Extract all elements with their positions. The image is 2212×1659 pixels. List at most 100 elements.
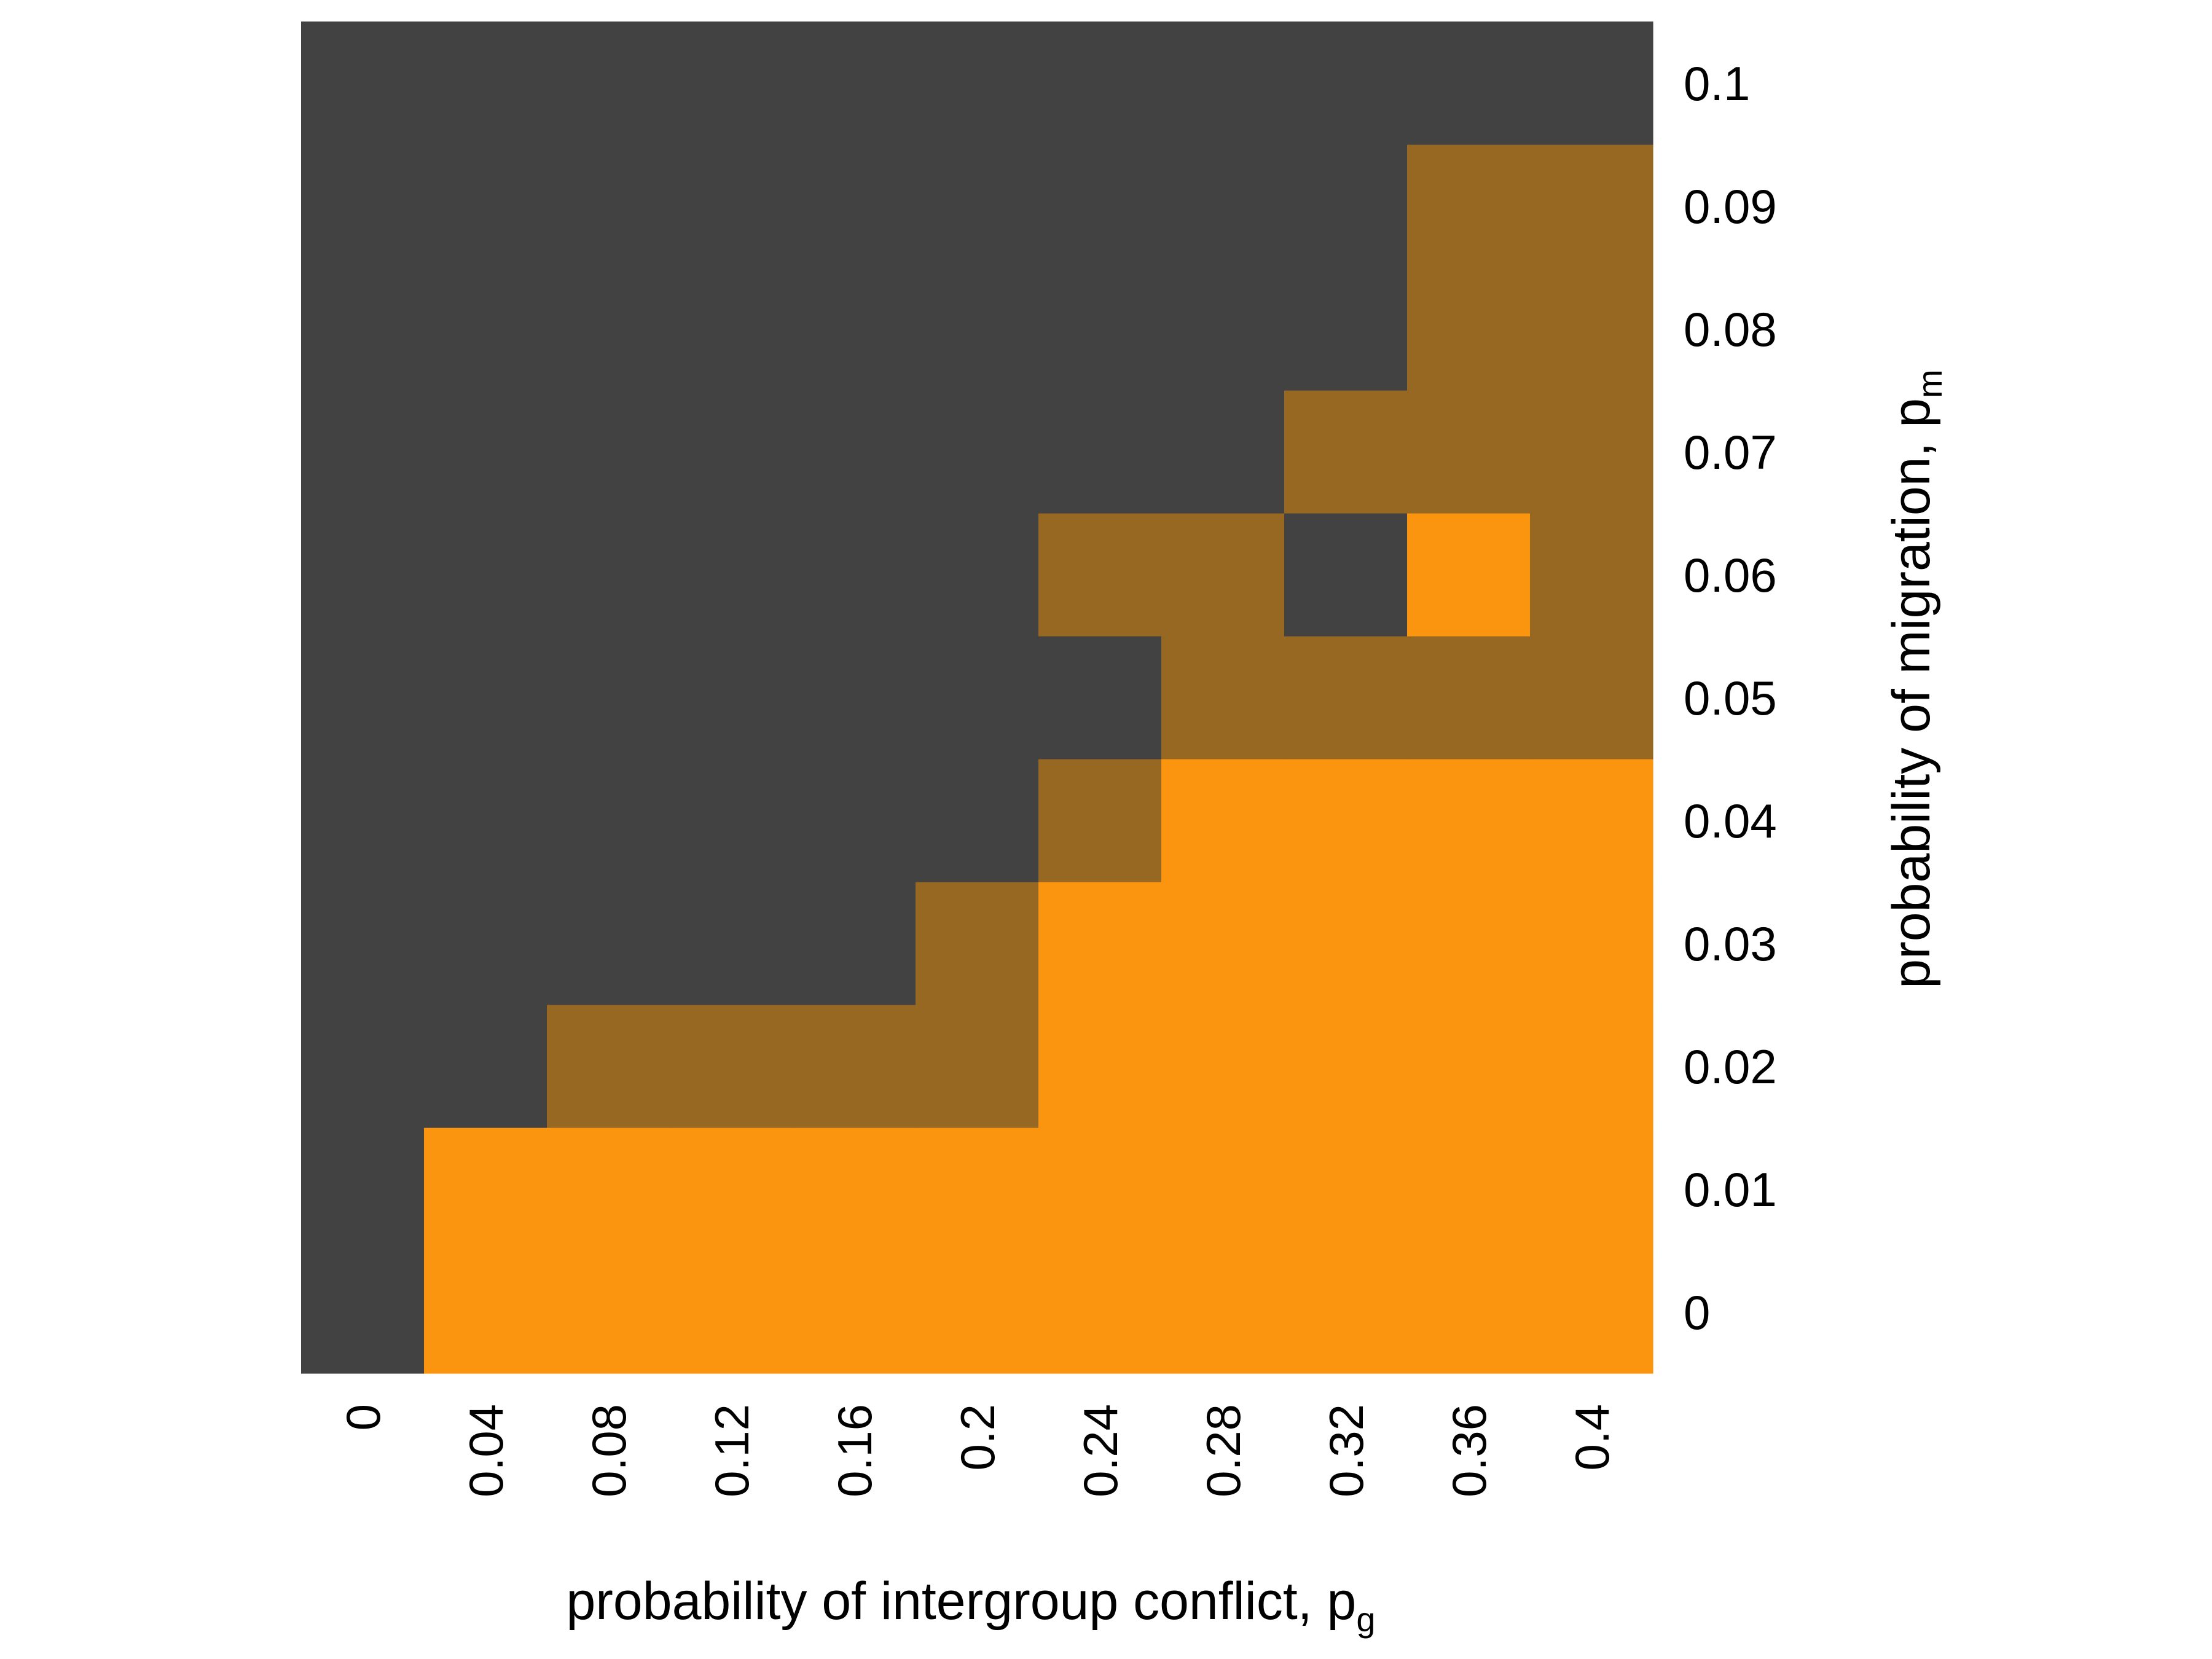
heatmap-cell-2-5 (916, 1005, 1039, 1128)
heatmap-cell-5-6 (1038, 636, 1162, 759)
heatmap-cell-6-10 (1530, 513, 1653, 637)
heatmap-cell-9-3 (670, 144, 793, 268)
heatmap-cell-0-10 (1530, 1250, 1653, 1374)
heatmap-cell-1-6 (1038, 1128, 1162, 1251)
heatmap-cell-8-4 (793, 267, 916, 391)
heatmap-cell-5-0 (301, 636, 425, 759)
heatmap-cell-8-7 (1161, 267, 1285, 391)
heatmap-cell-1-8 (1284, 1128, 1408, 1251)
heatmap-cell-0-7 (1161, 1250, 1285, 1374)
heatmap-cell-3-3 (670, 882, 793, 1005)
heatmap-cell-2-7 (1161, 1005, 1285, 1128)
heatmap-cell-0-3 (670, 1250, 793, 1374)
x-tick-label: 0.16 (828, 1404, 882, 1497)
heatmap-cell-2-9 (1407, 1005, 1531, 1128)
heatmap-cell-8-5 (916, 267, 1039, 391)
heatmap-cell-10-7 (1161, 22, 1285, 145)
heatmap-cell-5-8 (1284, 636, 1408, 759)
heatmap-cell-6-7 (1161, 513, 1285, 637)
heatmap-cell-1-3 (670, 1128, 793, 1251)
x-tick-label: 0.4 (1565, 1404, 1619, 1470)
heatmap-cell-6-0 (301, 513, 425, 637)
y-tick-label: 0.09 (1684, 179, 1777, 233)
heatmap-cell-4-8 (1284, 759, 1408, 882)
heatmap-cell-4-1 (424, 759, 547, 882)
heatmap-cell-3-1 (424, 882, 547, 1005)
heatmap-cell-3-6 (1038, 882, 1162, 1005)
heatmap-cell-0-4 (793, 1250, 916, 1374)
heatmap-cell-4-0 (301, 759, 425, 882)
y-tick-label: 0.07 (1684, 425, 1777, 479)
heatmap-cell-3-7 (1161, 882, 1285, 1005)
heatmap-cell-8-2 (547, 267, 670, 391)
y-tick-label: 0.1 (1684, 57, 1750, 111)
y-tick-label: 0.06 (1684, 548, 1777, 602)
heatmap-cell-4-7 (1161, 759, 1285, 882)
heatmap-cell-3-2 (547, 882, 670, 1005)
y-axis-title: probability of migration, pm (1882, 369, 1949, 988)
heatmap-cell-4-10 (1530, 759, 1653, 882)
heatmap-cell-9-0 (301, 144, 425, 268)
heatmap-cell-4-5 (916, 759, 1039, 882)
heatmap-cell-1-4 (793, 1128, 916, 1251)
heatmap-cell-7-4 (793, 390, 916, 514)
heatmap-cell-7-3 (670, 390, 793, 514)
heatmap-cell-1-9 (1407, 1128, 1531, 1251)
y-tick-label: 0.04 (1684, 794, 1777, 848)
heatmap-cell-8-3 (670, 267, 793, 391)
heatmap-cell-2-10 (1530, 1005, 1653, 1128)
heatmap-cell-10-1 (424, 22, 547, 145)
heatmap-cell-10-4 (793, 22, 916, 145)
x-tick-label: 0.08 (582, 1404, 636, 1497)
heatmap-cell-10-10 (1530, 22, 1653, 145)
heatmap-cell-6-6 (1038, 513, 1162, 637)
y-tick-label: 0.08 (1684, 302, 1777, 356)
heatmap-cell-9-5 (916, 144, 1039, 268)
heatmap-cell-6-1 (424, 513, 547, 637)
heatmap-cell-7-5 (916, 390, 1039, 514)
heatmap-cell-2-2 (547, 1005, 670, 1128)
y-tick-label: 0.05 (1684, 671, 1777, 725)
heatmap-cell-6-5 (916, 513, 1039, 637)
heatmap-cell-2-0 (301, 1005, 425, 1128)
heatmap-cell-0-9 (1407, 1250, 1531, 1374)
heatmap-cell-1-10 (1530, 1128, 1653, 1251)
heatmap-cell-5-7 (1161, 636, 1285, 759)
x-tick-label: 0 (336, 1404, 390, 1430)
heatmap-cell-3-9 (1407, 882, 1531, 1005)
heatmap-cell-10-0 (301, 22, 425, 145)
heatmap-cell-5-1 (424, 636, 547, 759)
heatmap-cell-1-1 (424, 1128, 547, 1251)
heatmap-cell-7-10 (1530, 390, 1653, 514)
heatmap-cell-7-8 (1284, 390, 1408, 514)
x-tick-labels: 0 0.04 0.08 0.12 0.16 0.2 0.24 0.28 0.32 0.36 0.4 (336, 1404, 1619, 1497)
x-tick-label: 0.32 (1319, 1404, 1373, 1497)
heatmap-cell-6-3 (670, 513, 793, 637)
heatmap-cell-5-10 (1530, 636, 1653, 759)
y-tick-label: 0 (1684, 1285, 1710, 1339)
heatmap-cell-7-9 (1407, 390, 1531, 514)
heatmap-cell-4-2 (547, 759, 670, 882)
x-tick-label: 0.28 (1196, 1404, 1250, 1497)
x-tick-label: 0.12 (705, 1404, 759, 1497)
heatmap-cell-5-2 (547, 636, 670, 759)
heatmap-cell-7-1 (424, 390, 547, 514)
heatmap-cell-10-8 (1284, 22, 1408, 145)
x-axis-title: probability of intergroup conflict, pg (566, 1572, 1375, 1639)
heatmap-cell-2-8 (1284, 1005, 1408, 1128)
heatmap-cell-7-0 (301, 390, 425, 514)
heatmap-cell-8-9 (1407, 267, 1531, 391)
heatmap-cell-5-3 (670, 636, 793, 759)
heatmap-cell-9-10 (1530, 144, 1653, 268)
heatmap-cells (301, 22, 1653, 1374)
heatmap-cell-0-6 (1038, 1250, 1162, 1374)
heatmap-cell-9-7 (1161, 144, 1285, 268)
heatmap-cell-8-0 (301, 267, 425, 391)
heatmap-cell-8-10 (1530, 267, 1653, 391)
heatmap-cell-4-3 (670, 759, 793, 882)
heatmap-cell-6-9 (1407, 513, 1531, 637)
y-tick-label: 0.01 (1684, 1163, 1777, 1217)
y-tick-label: 0.03 (1684, 917, 1777, 971)
heatmap-cell-10-5 (916, 22, 1039, 145)
